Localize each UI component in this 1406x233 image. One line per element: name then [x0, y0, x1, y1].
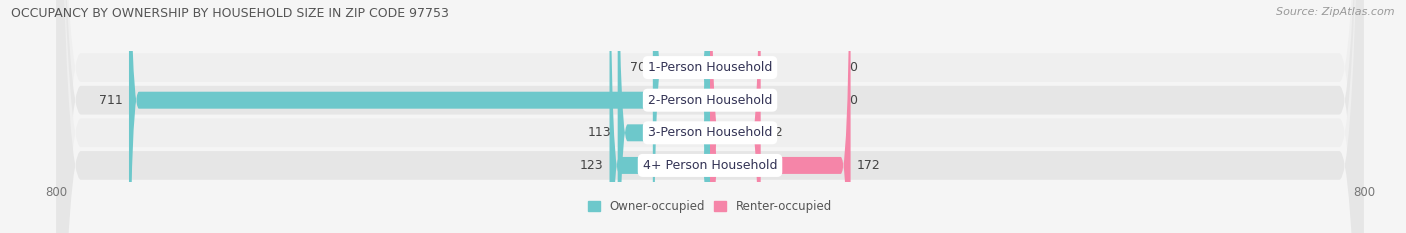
- FancyBboxPatch shape: [710, 0, 761, 233]
- FancyBboxPatch shape: [56, 0, 1364, 233]
- FancyBboxPatch shape: [56, 0, 1364, 233]
- Text: 70: 70: [630, 61, 647, 74]
- Text: 2-Person Household: 2-Person Household: [648, 94, 772, 107]
- FancyBboxPatch shape: [129, 0, 710, 233]
- Text: 62: 62: [768, 126, 783, 139]
- FancyBboxPatch shape: [56, 0, 1364, 233]
- Text: Source: ZipAtlas.com: Source: ZipAtlas.com: [1277, 7, 1395, 17]
- Text: 172: 172: [858, 159, 882, 172]
- FancyBboxPatch shape: [617, 0, 710, 233]
- Text: 711: 711: [98, 94, 122, 107]
- FancyBboxPatch shape: [652, 0, 710, 233]
- FancyBboxPatch shape: [56, 0, 1364, 233]
- Legend: Owner-occupied, Renter-occupied: Owner-occupied, Renter-occupied: [583, 195, 837, 218]
- FancyBboxPatch shape: [610, 0, 710, 233]
- Text: OCCUPANCY BY OWNERSHIP BY HOUSEHOLD SIZE IN ZIP CODE 97753: OCCUPANCY BY OWNERSHIP BY HOUSEHOLD SIZE…: [11, 7, 449, 20]
- Text: 0: 0: [849, 94, 858, 107]
- Text: 3-Person Household: 3-Person Household: [648, 126, 772, 139]
- FancyBboxPatch shape: [710, 0, 851, 233]
- Text: 0: 0: [849, 61, 858, 74]
- Text: 4+ Person Household: 4+ Person Household: [643, 159, 778, 172]
- Text: 1-Person Household: 1-Person Household: [648, 61, 772, 74]
- Text: 113: 113: [588, 126, 612, 139]
- Text: 123: 123: [579, 159, 603, 172]
